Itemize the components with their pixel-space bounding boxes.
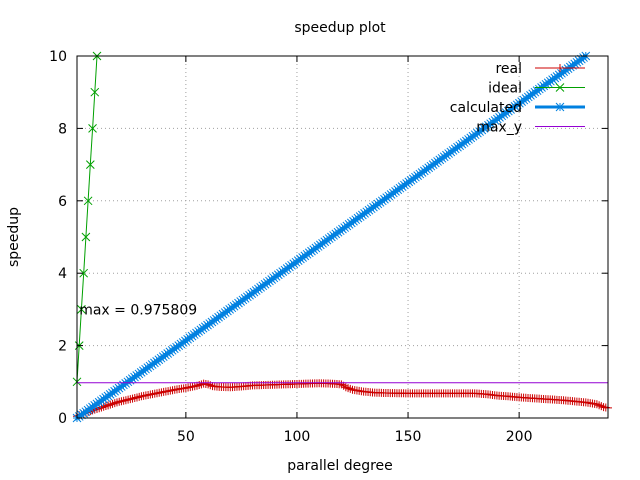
data-point <box>121 396 130 405</box>
x-tick-label: 100 <box>284 429 311 445</box>
data-point <box>126 395 135 404</box>
y-tick-label: 8 <box>58 121 67 137</box>
data-point <box>83 196 93 206</box>
legend-marker <box>555 83 565 92</box>
x-tick-label: 50 <box>177 429 195 445</box>
data-point <box>104 401 113 410</box>
data-point <box>130 394 139 403</box>
data-point <box>85 160 95 169</box>
grid-lines <box>77 56 608 418</box>
series-calculated <box>72 51 591 423</box>
data-point <box>115 397 124 406</box>
legend-label-max-y: max_y <box>476 120 522 136</box>
legend-marker <box>556 64 564 72</box>
x-axis-label: parallel degree <box>287 458 393 474</box>
data-point <box>81 232 91 242</box>
series-layer <box>72 51 612 423</box>
max-annotation: max = 0.975809 <box>79 302 197 318</box>
x-tick-label: 150 <box>395 429 422 445</box>
data-point <box>110 399 119 408</box>
y-tick-label: 10 <box>49 49 67 65</box>
y-axis-label: speedup <box>6 207 22 267</box>
plot-frame <box>76 55 609 419</box>
data-point <box>106 400 115 409</box>
legend-label-calculated: calculated <box>450 100 522 116</box>
series-real <box>73 379 612 421</box>
x-tick-label: 200 <box>506 429 533 445</box>
legend-label-ideal: ideal <box>488 81 522 97</box>
y-tick-label: 0 <box>58 411 67 427</box>
data-point <box>135 392 144 401</box>
y-tick-label: 6 <box>58 194 67 210</box>
y-tick-label: 4 <box>58 266 67 282</box>
data-point <box>90 87 100 97</box>
legend: real ideal calculated max_y <box>450 61 585 136</box>
data-point <box>204 380 213 389</box>
data-point <box>128 394 137 403</box>
data-point <box>119 396 128 405</box>
chart-title: speedup plot <box>294 20 386 36</box>
data-point <box>79 268 89 278</box>
data-point <box>595 401 604 410</box>
legend-label-real: real <box>495 61 522 77</box>
axis-ticks: 50 100 150 200 0 2 4 6 8 10 <box>49 49 608 445</box>
data-point <box>344 384 353 393</box>
data-point <box>112 398 121 407</box>
data-point <box>88 124 97 133</box>
series-line-ideal <box>76 55 98 382</box>
data-point <box>77 305 86 314</box>
legend-marker <box>555 102 565 112</box>
y-tick-label: 2 <box>58 339 67 355</box>
data-point <box>124 395 133 404</box>
data-point <box>117 397 126 406</box>
data-point <box>132 393 141 402</box>
data-point <box>597 402 606 411</box>
